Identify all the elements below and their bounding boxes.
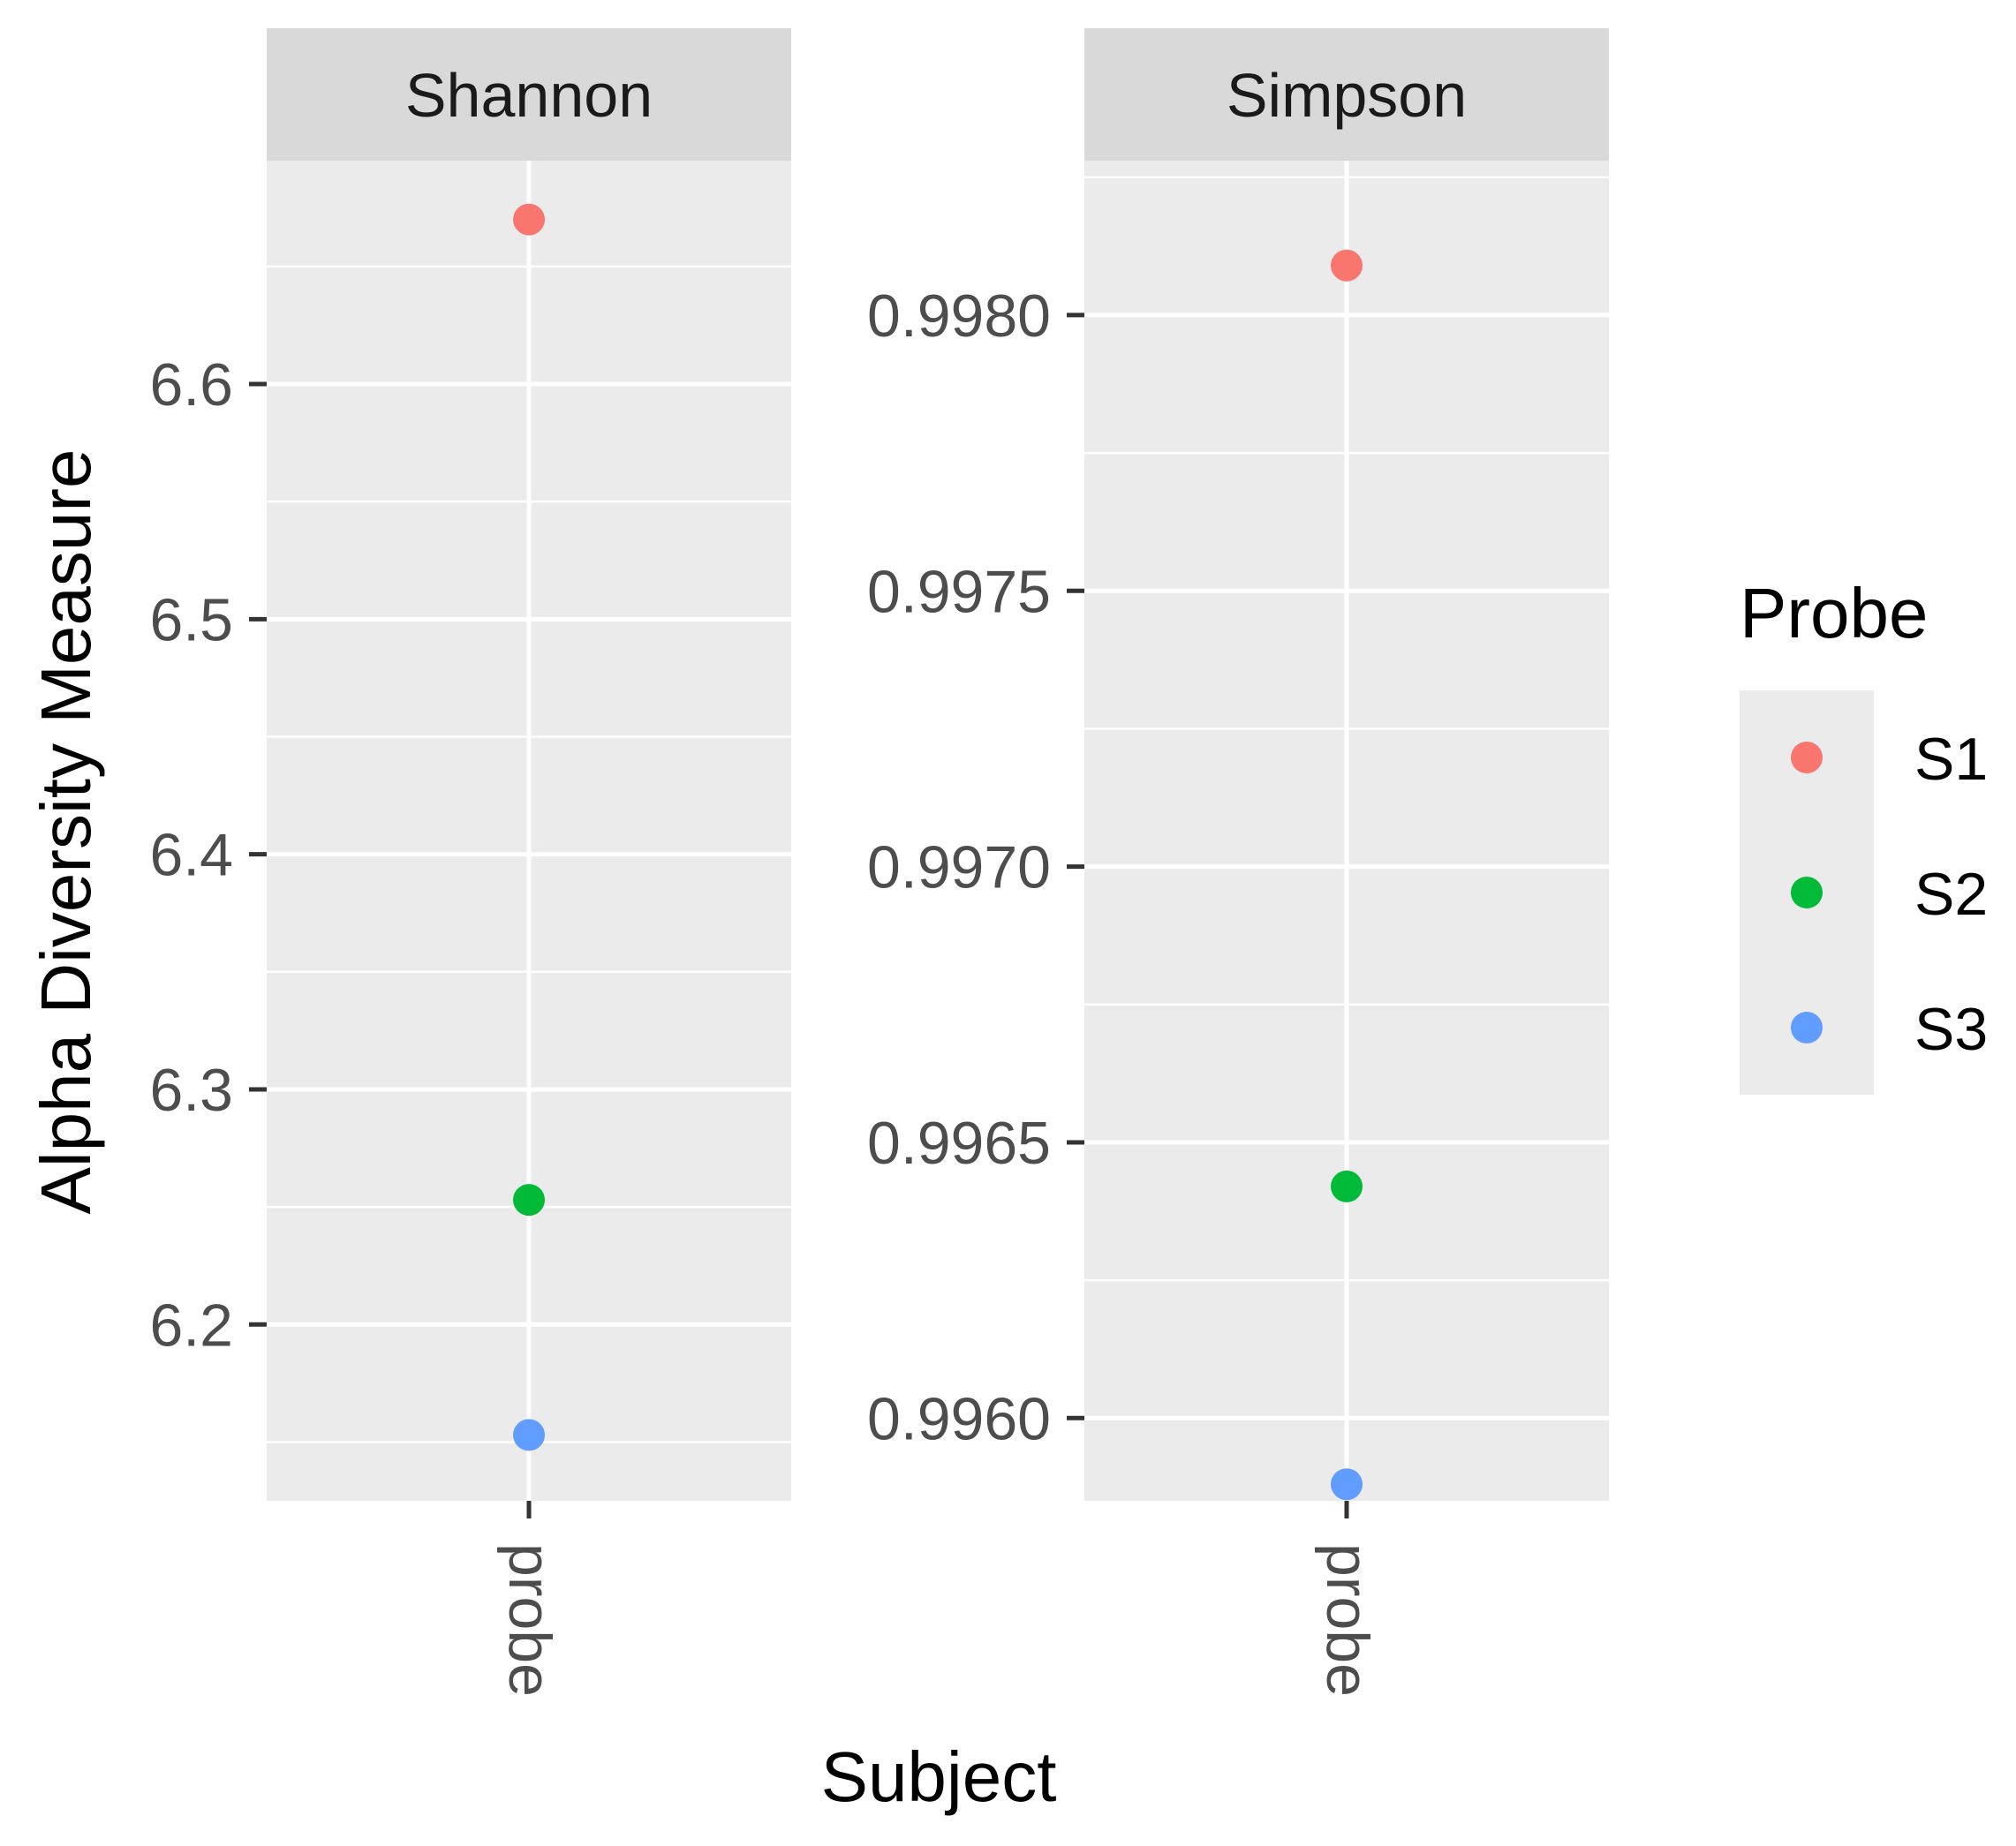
facet-strip-label: Shannon [405,61,653,130]
facet-strip [267,28,791,161]
legend-items: S1 S2 S3 [1791,726,1988,1063]
y-tick-label: 0.9975 [867,558,1051,625]
point-s2 [513,1184,545,1217]
point-s1 [1331,249,1363,282]
panel-shannon: Shannon 6.2 6.3 6.4 6.5 6.6 probe [149,28,791,1697]
legend-label: S1 [1914,726,1988,793]
y-tick-label: 6.5 [149,586,233,653]
y-tick-label: 0.9980 [867,283,1051,350]
y-tick-label: 6.6 [149,351,233,418]
legend-label: S3 [1914,996,1988,1063]
y-tick-label: 0.9965 [867,1110,1051,1177]
point-s3 [1331,1468,1363,1501]
legend-title: Probe [1740,574,1928,652]
legend-key-s1 [1791,742,1823,773]
x-tick-label: probe [496,1543,563,1697]
y-tick-label: 6.3 [149,1057,233,1124]
legend-key-s3 [1791,1012,1823,1044]
point-s3 [513,1419,545,1451]
facet-strip-label: Simpson [1227,61,1467,130]
y-tick-label: 0.9960 [867,1385,1051,1452]
x-tick-label: probe [1314,1543,1381,1697]
legend-label: S2 [1914,861,1988,928]
y-tick-label: 0.9970 [867,834,1051,901]
legend-key-s2 [1791,877,1823,908]
facet-strip [1084,28,1609,161]
point-s1 [513,203,545,236]
y-axis-title: Alpha Diversity Measure [26,449,105,1215]
y-tick-label: 6.2 [149,1292,233,1359]
panel-simpson: Simpson 0.9960 0.9965 0.9970 0.9975 0.9980 pro… [867,28,1609,1697]
point-s2 [1331,1170,1363,1202]
y-tick-label: 6.4 [149,822,233,889]
facet-panels: Shannon 6.2 6.3 6.4 6.5 6.6 probe Simpson 0.9960… [149,28,1609,1697]
x-axis-title: Subject [821,1737,1057,1816]
legend: Probe S1 S2 S3 [1740,574,1988,1095]
